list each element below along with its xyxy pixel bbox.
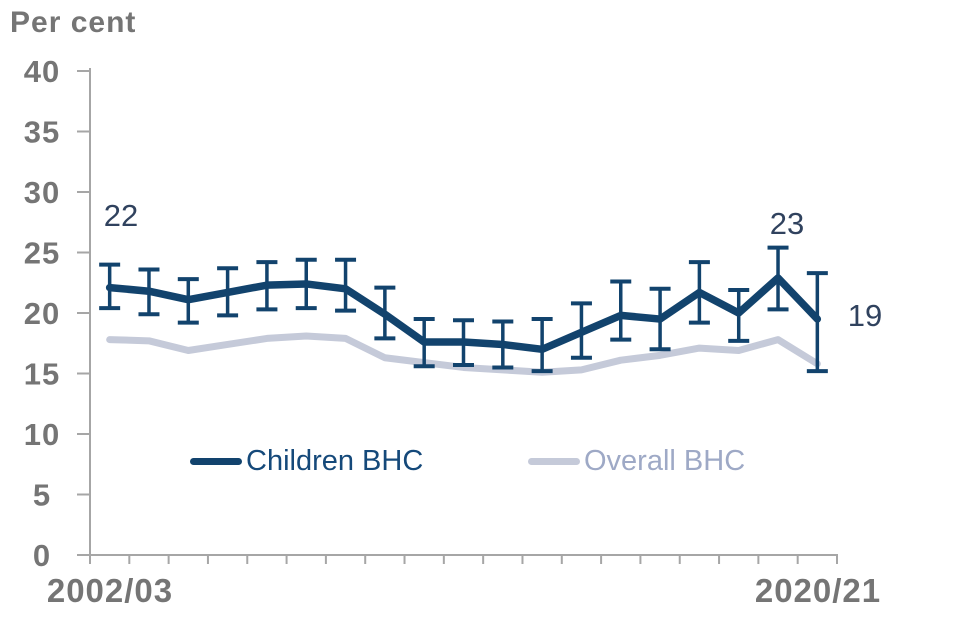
y-axis-title: Per cent xyxy=(10,6,137,39)
y-axis-tick-label: 25 xyxy=(24,236,60,271)
y-axis-tick-label: 20 xyxy=(24,296,60,331)
x-axis-label-last: 2020/21 xyxy=(754,572,882,609)
y-axis-tick-label: 30 xyxy=(24,175,60,210)
children-bhc-line xyxy=(105,274,822,354)
y-axis-tick-label: 5 xyxy=(33,478,51,513)
overall-bhc-line xyxy=(106,332,821,376)
y-axis-tick-label: 0 xyxy=(33,538,51,573)
y-axis-tick-label: 15 xyxy=(24,357,60,392)
x-axis-label-first: 2002/03 xyxy=(46,572,174,609)
y-axis-tick-label: 10 xyxy=(24,417,60,452)
data-label-2020-21: 19 xyxy=(847,298,883,333)
y-axis-tick-label: 35 xyxy=(24,115,60,150)
y-axis-tick-label: 40 xyxy=(24,54,60,89)
data-label-2019-20: 23 xyxy=(769,206,805,241)
data-label-2002-03: 22 xyxy=(103,198,139,233)
